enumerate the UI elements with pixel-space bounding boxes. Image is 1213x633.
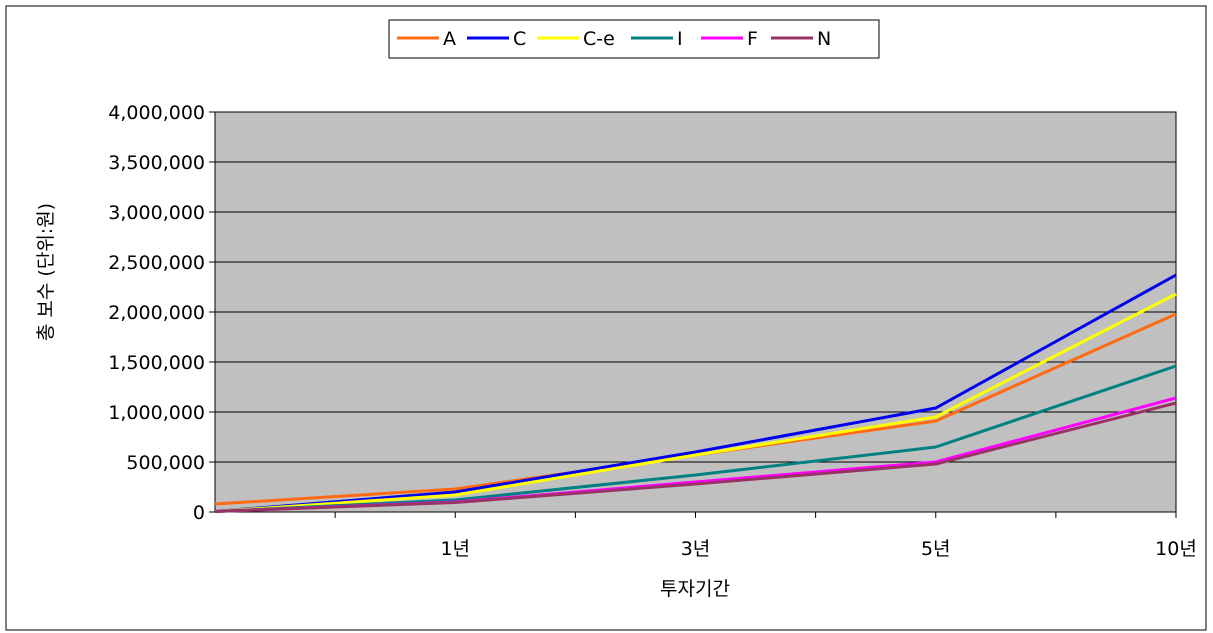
y-tick-label: 1,500,000 bbox=[108, 352, 205, 374]
legend-label-f: F bbox=[747, 28, 758, 50]
legend-label-c-e: C-e bbox=[583, 28, 615, 50]
legend-label-i: I bbox=[677, 28, 683, 50]
y-axis-label: 총 보수 (단위:원) bbox=[35, 203, 57, 341]
series-line-n bbox=[214, 401, 1177, 513]
legend-label-c: C bbox=[513, 28, 526, 50]
y-tick-label: 0 bbox=[193, 502, 205, 524]
x-tick-label: 5년 bbox=[921, 538, 951, 560]
y-tick-label: 4,000,000 bbox=[108, 102, 205, 124]
series-line-c-e bbox=[214, 292, 1177, 513]
y-tick-label: 2,000,000 bbox=[108, 302, 205, 324]
y-tick-label: 3,000,000 bbox=[108, 202, 205, 224]
plot-area: 0 500,000 1,000,000 1,500,000 2,000,000 2,500… bbox=[108, 102, 1197, 560]
x-tick-label: 1년 bbox=[440, 538, 470, 560]
legend-label-a: A bbox=[443, 28, 456, 50]
x-tick-label: 3년 bbox=[681, 538, 711, 560]
y-tick-label: 1,000,000 bbox=[108, 402, 205, 424]
y-tick-label: 500,000 bbox=[126, 452, 205, 474]
x-tick-label: 10년 bbox=[1155, 538, 1197, 560]
y-tick-label: 3,500,000 bbox=[108, 152, 205, 174]
legend-label-n: N bbox=[817, 28, 831, 50]
legend: A C C-e I F N bbox=[388, 19, 880, 59]
x-axis-label: 투자기간 bbox=[660, 578, 730, 600]
series-line-c bbox=[214, 273, 1177, 513]
y-tick-label: 2,500,000 bbox=[108, 252, 205, 274]
